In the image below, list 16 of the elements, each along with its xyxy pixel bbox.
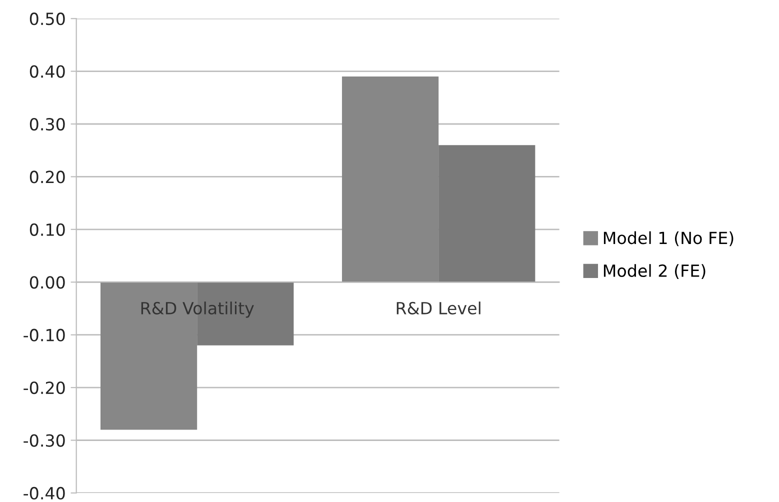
y-tick-label: 0.10 [30, 223, 65, 236]
legend-label: Model 2 (FE) [604, 264, 706, 279]
y-tick-label: -0.20 [24, 382, 65, 394]
y-tick-label: -0.40 [24, 486, 65, 500]
y-tick-label: -0.10 [24, 328, 65, 342]
y-tick-label: 0.20 [30, 170, 65, 184]
y-tick-label: -0.30 [24, 434, 65, 447]
x-tick-label: R&D Volatility [141, 302, 254, 318]
y-tick-label: 0.30 [30, 118, 65, 131]
legend-label: Model 1 (No FE) [604, 231, 734, 246]
y-tick-label: 0.40 [30, 65, 65, 78]
y-tick-label: 0.00 [30, 276, 65, 289]
bar [342, 76, 439, 282]
y-tick-label: 0.50 [30, 12, 65, 26]
x-tick-label: R&D Level [396, 302, 480, 314]
bar [438, 145, 536, 282]
